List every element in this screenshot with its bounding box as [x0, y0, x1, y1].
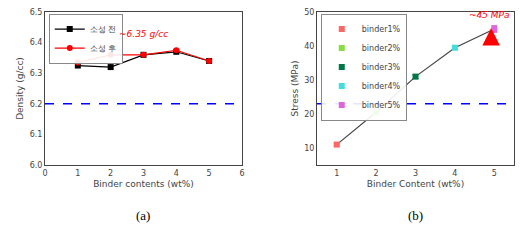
svg-text:6.2: 6.2 — [30, 100, 43, 109]
svg-text:40: 40 — [304, 42, 314, 51]
svg-text:5: 5 — [492, 169, 497, 178]
svg-text:6: 6 — [239, 169, 244, 178]
svg-text:Binder Content (wt%): Binder Content (wt%) — [367, 179, 464, 189]
svg-text:6.1: 6.1 — [30, 130, 43, 139]
svg-text:5: 5 — [207, 169, 212, 178]
svg-text:Binder contents (wt%): Binder contents (wt%) — [93, 179, 194, 189]
svg-text:6.3: 6.3 — [30, 69, 43, 78]
svg-text:Density (g/cc): Density (g/cc) — [15, 57, 25, 120]
svg-text:binder3%: binder3% — [362, 63, 401, 72]
svg-text:(a): (a) — [136, 208, 150, 223]
svg-text:(b): (b) — [408, 208, 423, 223]
svg-text:binder5%: binder5% — [362, 101, 401, 110]
svg-text:4: 4 — [452, 169, 457, 178]
svg-text:20: 20 — [304, 110, 314, 119]
svg-text:1: 1 — [75, 169, 80, 178]
svg-text:~45 MPa: ~45 MPa — [469, 10, 510, 20]
svg-text:3: 3 — [413, 169, 418, 178]
svg-text:4: 4 — [174, 169, 179, 178]
svg-text:Stress (MPa): Stress (MPa) — [290, 61, 300, 117]
svg-text:binder2%: binder2% — [362, 44, 401, 53]
svg-text:30: 30 — [304, 76, 314, 85]
svg-text:50: 50 — [304, 8, 314, 17]
svg-text:0: 0 — [42, 169, 47, 178]
svg-text:6.5: 6.5 — [30, 8, 43, 17]
svg-text:binder1%: binder1% — [362, 25, 401, 34]
svg-text:~6.35 g/cc: ~6.35 g/cc — [119, 29, 168, 39]
svg-text:소성 전: 소성 전 — [90, 25, 117, 34]
svg-text:2: 2 — [108, 169, 113, 178]
svg-text:binder4%: binder4% — [362, 82, 401, 91]
svg-text:1: 1 — [334, 169, 339, 178]
svg-text:6.4: 6.4 — [30, 38, 43, 47]
svg-text:소성 후: 소성 후 — [90, 44, 117, 53]
svg-text:10: 10 — [304, 144, 314, 153]
svg-text:2: 2 — [374, 169, 379, 178]
svg-text:6.0: 6.0 — [30, 161, 43, 170]
svg-text:3: 3 — [141, 169, 146, 178]
